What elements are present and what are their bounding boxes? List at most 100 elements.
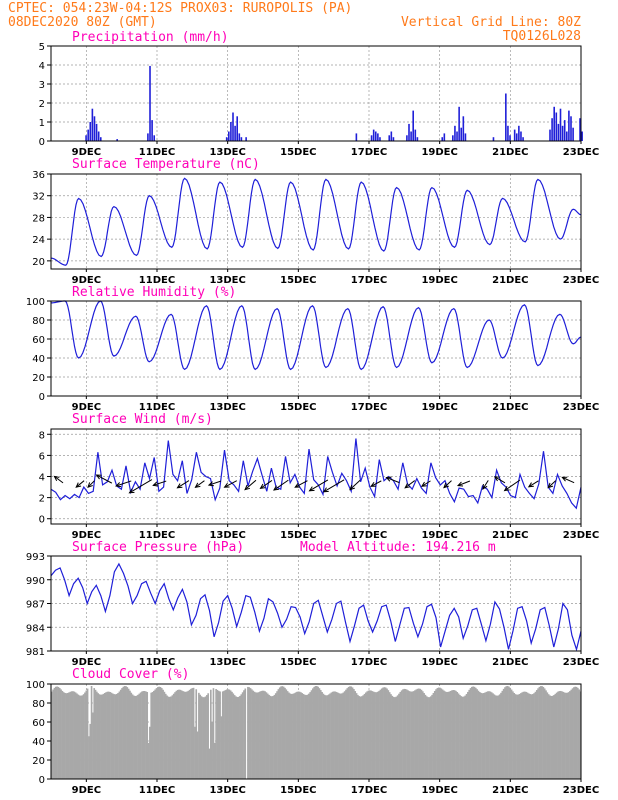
cloud-bar: [110, 692, 113, 779]
wind-arrow-head: [456, 481, 464, 487]
cloud-bar: [347, 686, 350, 779]
cloud-bar: [363, 693, 366, 779]
header-date: 08DEC2020 80Z (GMT): [8, 15, 157, 30]
cloud-bar: [415, 689, 417, 779]
cloud-bar: [350, 686, 353, 779]
cloud-bar: [455, 690, 457, 779]
cloud-bar: [475, 687, 477, 779]
precip-bar: [379, 137, 381, 141]
cloud-bar: [445, 691, 448, 779]
cloud-bar: [215, 689, 217, 779]
cloud-bar: [163, 691, 166, 779]
cloud-bar: [578, 689, 580, 779]
cloud-bar: [432, 692, 435, 779]
cloud-panel: 9DEC 11DEC 13DEC 15DEC 17DEC 19DEC 21DEC 23DEC 0…: [26, 680, 599, 796]
cloud-bar: [286, 691, 289, 779]
cloud-bar: [498, 694, 501, 779]
cloud-bar: [391, 695, 394, 779]
cloud-bar: [549, 695, 551, 779]
cloud-bar: [329, 693, 331, 779]
header-grid-line: Vertical Grid Line: 80Z: [401, 15, 581, 30]
precip-title: Precipitation (mm/h): [72, 30, 229, 45]
precip-bar: [234, 125, 236, 141]
humidity-x-tick: 21DEC: [492, 402, 528, 413]
cloud-bar: [425, 696, 428, 779]
cloud-bar: [493, 694, 496, 779]
cloud-bar: [577, 687, 579, 779]
wind-arrow-head: [75, 482, 82, 488]
wind-arrow-head: [443, 482, 449, 489]
cloud-bar: [506, 685, 509, 779]
cloud-bar: [559, 690, 562, 779]
precip-bar: [462, 116, 465, 141]
cloud-bar: [388, 692, 391, 779]
cloud-bar: [522, 691, 525, 779]
precip-x-tick: 21DEC: [492, 147, 528, 158]
cloud-bar: [166, 695, 168, 779]
cloud-bar: [297, 691, 300, 779]
precip-bar: [581, 131, 583, 141]
humidity-y-tick: 80: [32, 316, 45, 327]
cloud-bar: [118, 691, 121, 779]
precip-bar: [95, 123, 98, 141]
cloud-bar: [306, 694, 309, 779]
cloud-bar: [270, 696, 273, 779]
precip-bar: [492, 137, 495, 141]
cloud-y-tick: 40: [32, 737, 45, 748]
cloud-bar: [361, 696, 363, 779]
cloud-bar: [342, 692, 345, 779]
cloud-bar: [534, 691, 537, 779]
cloud-bar: [420, 689, 423, 779]
cloud-bar: [553, 695, 555, 779]
temp-y-tick: 28: [32, 213, 45, 224]
cloud-bar: [52, 689, 54, 779]
temp-x-tick: 11DEC: [139, 275, 175, 286]
cloud-bar: [471, 686, 473, 779]
precip-bar: [91, 108, 94, 141]
cloud-bar: [133, 695, 135, 779]
wind-arrow-head: [308, 486, 315, 492]
wind-panel: 9DEC 11DEC 13DEC 15DEC 17DEC 19DEC 21DEC 23DEC 0…: [39, 428, 599, 541]
cloud-bar: [264, 691, 266, 779]
cloud-bar: [202, 697, 204, 779]
precip-x-tick: 19DEC: [421, 147, 457, 158]
cloud-bar: [380, 688, 383, 779]
cloud-bar: [301, 693, 304, 779]
cloud-bar: [427, 697, 429, 779]
cloud-bar: [216, 689, 219, 779]
precip-bar: [559, 108, 562, 141]
cloud-bar: [191, 688, 194, 779]
cloud-bar: [58, 688, 61, 779]
cloud-bar: [168, 696, 171, 779]
cloud-bar: [98, 694, 101, 779]
cloud-bar: [508, 686, 510, 779]
precip-bar: [507, 125, 509, 141]
cloud-bar: [184, 691, 187, 779]
cloud-bar: [117, 692, 119, 779]
cloud-bar: [399, 691, 402, 779]
cloud-bar: [229, 690, 232, 779]
cloud-bar: [162, 689, 164, 779]
cloud-bar: [557, 691, 559, 779]
pressure-x-tick: 13DEC: [209, 657, 245, 668]
precip-y-tick: 0: [39, 137, 45, 148]
cloud-bar: [538, 686, 541, 779]
precip-bar: [518, 125, 520, 141]
cloud-bar: [278, 687, 281, 779]
cloud-bar: [529, 694, 531, 779]
wind-arrow-head: [482, 483, 488, 490]
cloud-bar: [200, 696, 203, 779]
precip-bar: [388, 135, 391, 141]
precip-bar: [408, 123, 410, 141]
cloud-bar: [280, 686, 282, 779]
cloud-bar: [325, 695, 327, 779]
cloud-bar: [472, 686, 474, 779]
cloud-bar: [478, 692, 481, 779]
cloud-bar: [213, 742, 216, 779]
temp-y-tick: 32: [32, 192, 45, 203]
cloud-bar: [562, 691, 565, 779]
cloud-bar: [436, 688, 439, 779]
wind-arrow-head: [95, 474, 102, 480]
precip-bar: [240, 137, 243, 141]
precip-bar: [99, 137, 102, 141]
